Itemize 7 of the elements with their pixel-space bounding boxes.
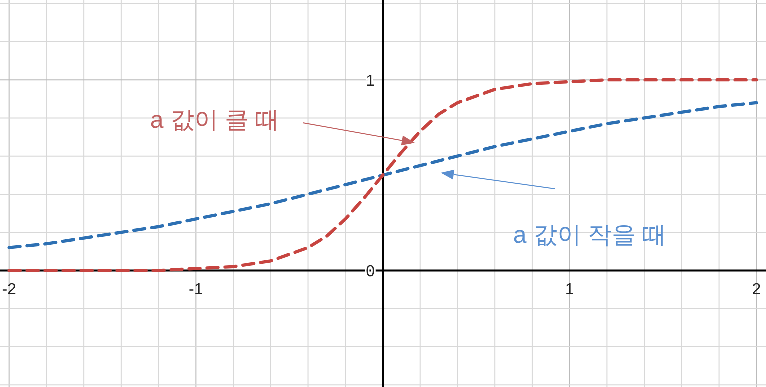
xtick: 2 — [752, 282, 762, 299]
ytick: 1 — [366, 73, 375, 90]
xtick: -2 — [2, 282, 16, 299]
xtick: 1 — [565, 282, 574, 299]
xtick: -1 — [189, 282, 204, 299]
annotation: a 값이 작을 때 — [513, 222, 667, 249]
annotation: a 값이 클 때 — [150, 107, 280, 134]
